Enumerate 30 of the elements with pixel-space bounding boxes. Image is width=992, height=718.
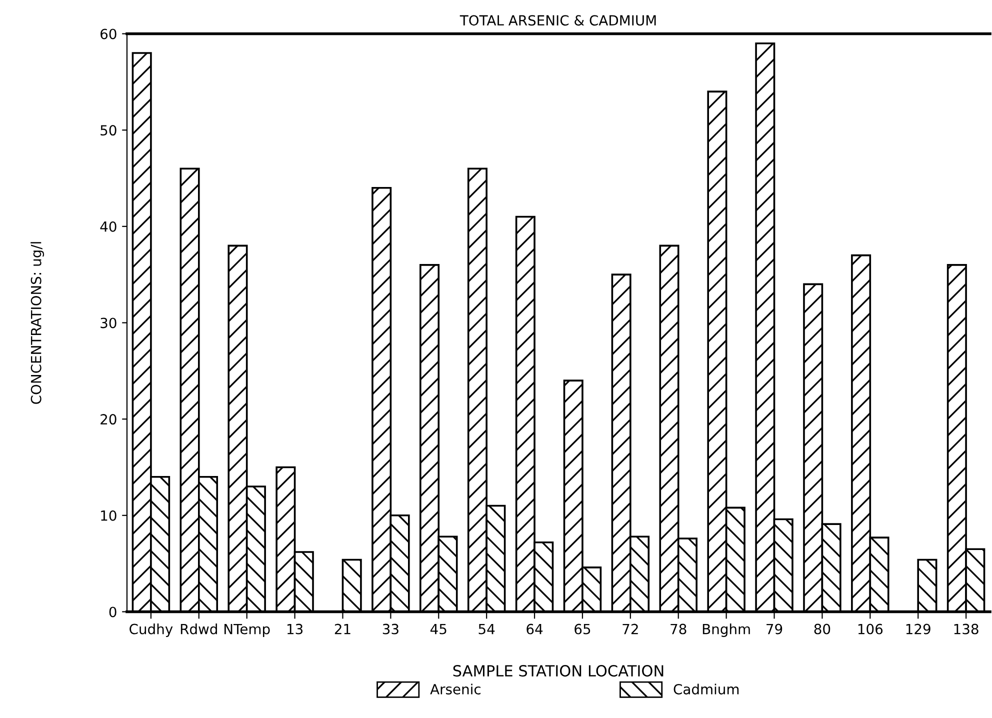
x-tick-label: 79 <box>766 624 782 634</box>
legend-label: Arsenic <box>430 684 480 694</box>
x-tick-label: 138 <box>954 624 978 634</box>
x-tick-label: 54 <box>478 624 495 634</box>
x-tick-label: 45 <box>430 624 446 634</box>
x-tick-label: 129 <box>906 624 930 634</box>
y-axis-title: CONCENTRATIONS: ug/l <box>30 242 44 404</box>
y-tick-label: 60 <box>100 28 116 40</box>
y-tick-label: 10 <box>101 510 116 521</box>
y-tick-label: 30 <box>100 318 116 328</box>
x-tick-label: 64 <box>526 624 543 634</box>
x-axis-title: SAMPLE STATION LOCATION <box>453 665 664 677</box>
y-tick-label: 40 <box>100 221 116 232</box>
y-tick-label: 50 <box>100 125 116 136</box>
x-tick-label: Cudhy <box>130 624 173 637</box>
x-tick-label: 80 <box>814 624 830 634</box>
chart-title: TOTAL ARSENIC & CADMIUM <box>460 15 656 26</box>
x-tick-label: 13 <box>287 624 303 634</box>
x-tick-label: 78 <box>670 624 686 634</box>
y-tick-label: 20 <box>100 414 116 425</box>
x-tick-label: Rdwd <box>180 624 217 634</box>
x-tick-label: 33 <box>382 624 398 634</box>
legend-label: Cadmium <box>674 684 739 694</box>
y-tick-label: 0 <box>109 606 116 618</box>
x-tick-label: 72 <box>622 624 638 634</box>
x-tick-label: 65 <box>574 624 590 634</box>
x-tick-label: 21 <box>334 624 350 634</box>
x-tick-label: NTemp <box>224 624 270 637</box>
x-tick-label: Bnghm <box>702 624 750 637</box>
x-tick-label: 106 <box>858 624 883 634</box>
